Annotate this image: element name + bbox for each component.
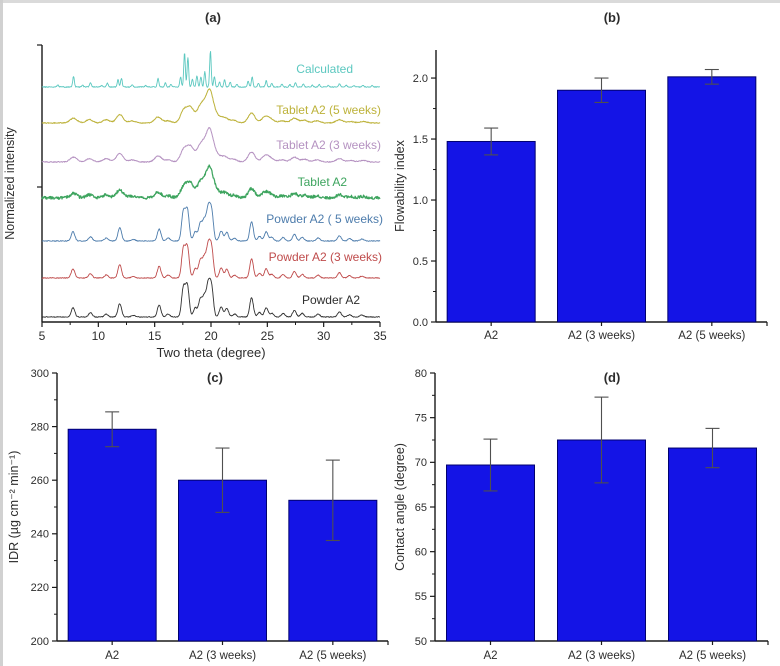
x-tick-label: 20	[204, 329, 218, 343]
x-tick-label: 30	[317, 329, 331, 343]
y-tick-label: 2.0	[413, 73, 428, 85]
x-category-label: A2 (5 weeks)	[299, 650, 366, 662]
panel-title-b: (b)	[604, 10, 621, 25]
y-tick-label: 0.5	[413, 256, 428, 268]
x-category-label: A2	[484, 330, 498, 342]
scan-edge-top	[0, 0, 780, 3]
series-label: Tablet A2	[298, 175, 348, 189]
y-axis-title: Contact angle (degree)	[393, 443, 407, 571]
xrd-curve-Tablet A2 (5 weeks)	[41, 88, 381, 124]
panel-c-idr-bar-chart: (c) 200 220 240 260 280 300 A2 A2 (3 weeks) A2 (5…	[7, 368, 389, 662]
x-axis-title: Two theta (degree)	[156, 345, 265, 360]
x-category-label: A2 (3 weeks)	[189, 650, 256, 662]
x-category-label: A2	[483, 650, 497, 662]
y-axis-title: Normalized intensity	[3, 126, 17, 239]
x-tick-label: 10	[92, 329, 106, 343]
xrd-curve-Tablet A2	[41, 164, 381, 200]
y-tick-label: 50	[415, 636, 427, 648]
panel-b-flowability-bar-chart: (b) 0.0 0.5 1.0 1.5 2.0 A2 A2 (3 weeks) A2 (5 we…	[393, 10, 768, 342]
bar-A2 (5 weeks)	[667, 76, 757, 323]
y-tick-label: 240	[31, 529, 49, 541]
series-label: Powder A2 (3 weeks)	[269, 250, 382, 264]
xrd-curve-Calculated	[41, 50, 381, 88]
bar-A2	[67, 428, 157, 642]
y-tick-label: 55	[415, 591, 427, 603]
scan-edge-left	[0, 0, 3, 666]
y-tick-label: 60	[415, 546, 427, 558]
y-tick-label: 220	[31, 582, 49, 594]
panel-a-xrd-chart: (a) 5 10 15 20 25 30 35 Two theta (degree) Normal…	[3, 10, 387, 360]
x-tick-label: 35	[373, 329, 387, 343]
panel-title-a: (a)	[205, 10, 221, 25]
y-tick-label: 65	[415, 502, 427, 514]
x-category-label: A2	[105, 650, 119, 662]
panel-d-contact-angle-bar-chart: (d) 50 55 60 65 70 75 80 A2 A2 (3 weeks) A2 (5 wee…	[393, 368, 769, 662]
series-label: Powder A2	[302, 293, 360, 307]
bar-A2 (5 weeks)	[668, 447, 757, 642]
y-tick-label: 260	[31, 475, 49, 487]
y-tick-label: 300	[31, 368, 49, 380]
series-label: Tablet A2 (5 weeks)	[276, 103, 381, 117]
x-category-label: A2 (3 weeks)	[568, 650, 635, 662]
x-tick-label: 15	[148, 329, 162, 343]
x-category-label: A2 (5 weeks)	[678, 330, 745, 342]
xrd-curve-Tablet A2 (3 weeks)	[41, 127, 381, 163]
y-axis-title: IDR (µg cm⁻² min⁻¹)	[7, 451, 21, 564]
y-axis-title: Flowability index	[393, 139, 407, 231]
y-tick-label: 1.0	[413, 195, 428, 207]
y-tick-label: 1.5	[413, 134, 428, 146]
xrd-curve-Powder A2	[41, 277, 381, 318]
y-tick-label: 75	[415, 412, 427, 424]
y-tick-label: 280	[31, 421, 49, 433]
xrd-curve-Powder A2 ( 5 weeks)	[41, 201, 381, 242]
panel-title-c: (c)	[207, 370, 223, 385]
bar-A2	[446, 140, 536, 323]
bar-A2 (3 weeks)	[557, 89, 646, 323]
y-tick-label: 70	[415, 457, 427, 469]
x-category-label: A2 (3 weeks)	[568, 330, 635, 342]
x-category-label: A2 (5 weeks)	[679, 650, 746, 662]
y-tick-label: 80	[415, 368, 427, 380]
y-tick-label: 0.0	[413, 317, 428, 329]
series-label: Tablet A2 (3 weeks)	[276, 138, 381, 152]
series-label: Calculated	[296, 62, 353, 76]
x-tick-label: 25	[261, 329, 275, 343]
panel-title-d: (d)	[604, 370, 621, 385]
y-tick-label: 200	[31, 636, 49, 648]
series-label: Powder A2 ( 5 weeks)	[266, 212, 383, 226]
x-tick-label: 5	[39, 329, 46, 343]
xrd-curve-Powder A2 (3 weeks)	[41, 238, 381, 279]
bar-A2	[446, 464, 535, 642]
